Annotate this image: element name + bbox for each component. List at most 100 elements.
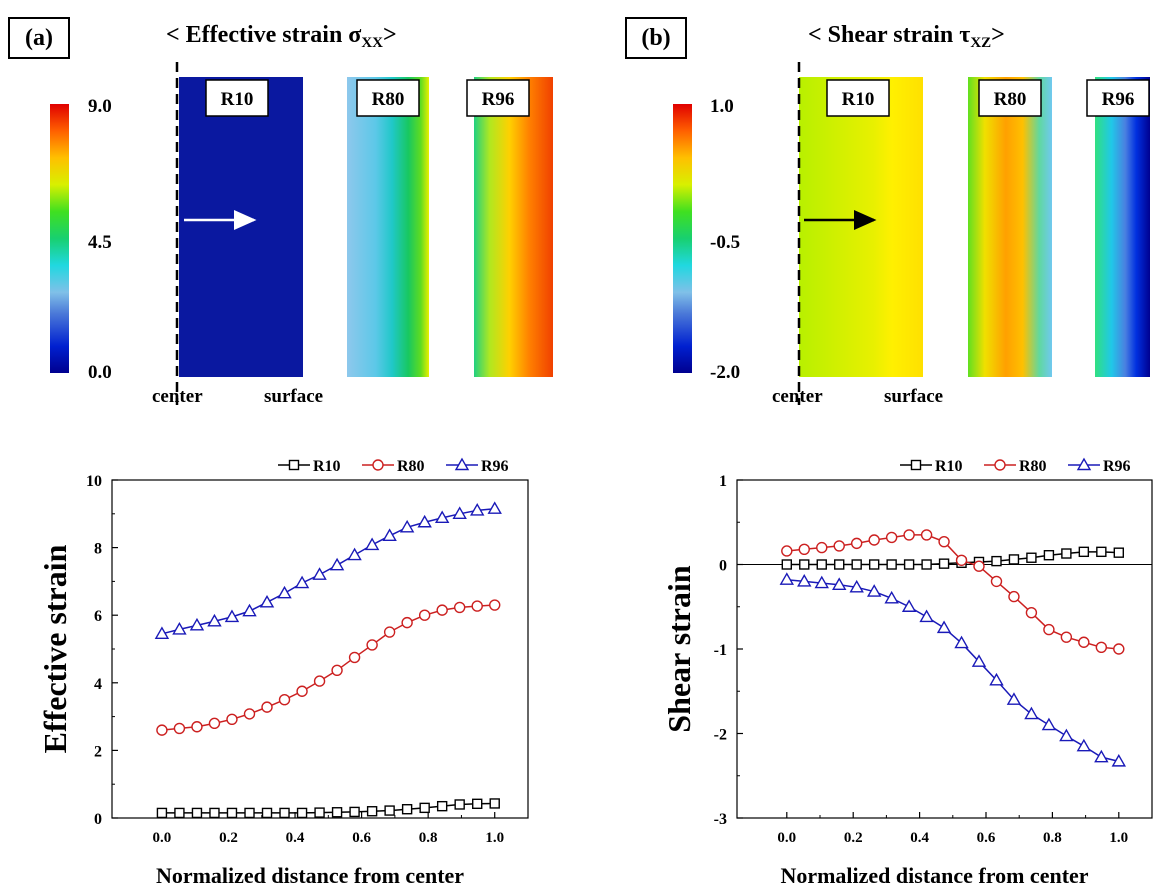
data-point-r96 [434,510,450,524]
data-point-r96 [1024,706,1039,720]
legend-marker [454,457,470,471]
data-point-r80 [938,535,950,548]
x-tick-label: 0.2 [844,830,863,846]
data-point-r80 [226,713,238,726]
panel-b-colorbar-min: -2.0 [710,362,740,383]
data-point-r96 [866,584,882,597]
data-point-r96 [277,585,292,599]
series-r96 [779,572,1127,767]
data-point-r80 [885,531,898,544]
legend-marker [1076,457,1092,471]
x-axis-label: Normalized distance from center [780,863,1088,888]
data-point-r80 [418,609,431,621]
data-point-r96 [1076,738,1092,752]
data-point-r10 [886,559,897,570]
data-point-r96 [1094,749,1109,763]
y-tick-label: 8 [94,541,102,558]
data-point-r96 [154,626,170,639]
data-point-r96 [1059,728,1074,742]
panel-a-tag-r10: R10 [221,89,254,110]
plot-frame [111,479,529,819]
data-point-r96 [347,547,362,561]
data-point-r10 [903,559,915,570]
data-point-r80 [261,701,273,713]
data-point-r10 [384,805,395,816]
data-point-r96 [779,572,795,585]
data-point-r80 [208,717,221,730]
x-tick-label: 0.0 [777,830,796,846]
data-point-r96 [1006,692,1022,705]
data-point-r10 [349,806,360,818]
panel-a-colorbar-mid: 4.5 [88,232,112,253]
legend-label: R80 [397,458,425,475]
data-point-r80 [1060,631,1073,643]
panel-a-colorbar-max: 9.0 [88,96,112,117]
panel-b-title: < Shear strain τXZ> [808,22,1005,52]
data-point-r10 [314,807,325,818]
plot-frame [736,479,1153,819]
legend: R10 R80 R96 [900,457,1131,475]
data-point-r10 [1026,552,1037,563]
data-point-r96 [901,599,917,612]
data-point-r10 [244,807,255,819]
x-tick-label: 0.4 [910,830,929,846]
data-point-r96 [487,501,502,514]
y-tick-label: 6 [94,608,102,625]
panel-a-tag-r80-box [356,79,420,117]
data-point-r80 [833,540,845,552]
series-r80 [156,599,501,736]
data-point-r80 [781,545,793,557]
data-point-r10 [489,798,500,809]
panel-a-title-end: > [383,22,397,48]
data-point-r80 [366,639,378,651]
data-point-r96 [382,528,397,541]
data-point-r96 [207,613,222,627]
panel-a-map-r10 [179,77,303,377]
data-point-r80 [1095,641,1108,654]
data-point-r80 [383,626,396,638]
data-point-r80 [903,529,915,541]
data-point-r80 [816,541,828,554]
x-tick-label: 0.8 [419,830,438,846]
panel-b-title-end: > [991,22,1005,48]
panel-b-tag-r80-box [978,79,1042,117]
x-tick-label: 0.4 [286,830,305,846]
data-point-r96 [224,609,240,623]
panel-b-colorbar [673,104,692,373]
data-point-r80 [296,685,308,697]
panel-b-colorbar-mid: -0.5 [710,232,740,253]
y-tick-label: -2 [714,727,727,744]
y-tick-label: 4 [94,676,102,693]
data-point-r96 [312,567,327,580]
data-point-r10 [366,806,378,817]
data-point-r10 [1113,547,1125,558]
data-point-r96 [189,617,205,631]
data-point-r96 [954,635,969,649]
panel-b-tag-r96: R96 [1102,89,1135,110]
panel-a-tag-r80: R80 [372,89,405,110]
data-point-r80 [850,537,863,550]
legend-label: R96 [481,458,509,475]
data-point-r80 [471,600,483,612]
y-tick-label: -1 [714,642,727,659]
data-point-r96 [884,590,899,604]
y-tick-label: 10 [86,473,102,490]
data-point-r96 [1111,753,1127,767]
data-point-r96 [797,573,812,587]
panel-a-surface-label: surface [264,386,323,407]
data-point-r96 [1041,717,1057,731]
data-point-r96 [832,577,847,590]
data-point-r80 [973,560,985,572]
x-tick-label: 0.8 [1043,830,1062,846]
legend-marker [372,459,384,471]
data-point-r10 [156,807,168,819]
panel-b-maps: 1.0 -0.5 -2.0 R10 R80 R96 center surface [673,62,1150,407]
data-point-r80 [348,651,361,664]
panel-a-tag-r96: R96 [482,89,515,110]
data-point-r80 [156,724,168,736]
data-point-r10 [331,807,343,818]
data-point-r80 [1078,636,1090,648]
panel-b-colorbar-max: 1.0 [710,96,734,117]
data-point-r10 [816,559,827,570]
